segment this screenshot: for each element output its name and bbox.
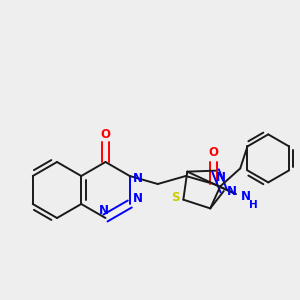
Text: N: N [133,191,143,205]
Text: S: S [171,191,180,204]
Text: O: O [100,128,110,142]
Text: N: N [215,171,226,184]
Text: H: H [249,200,257,210]
Text: N: N [227,184,237,198]
Text: N: N [133,172,143,185]
Text: N: N [241,190,251,202]
Text: O: O [209,146,219,160]
Text: N: N [98,203,109,217]
